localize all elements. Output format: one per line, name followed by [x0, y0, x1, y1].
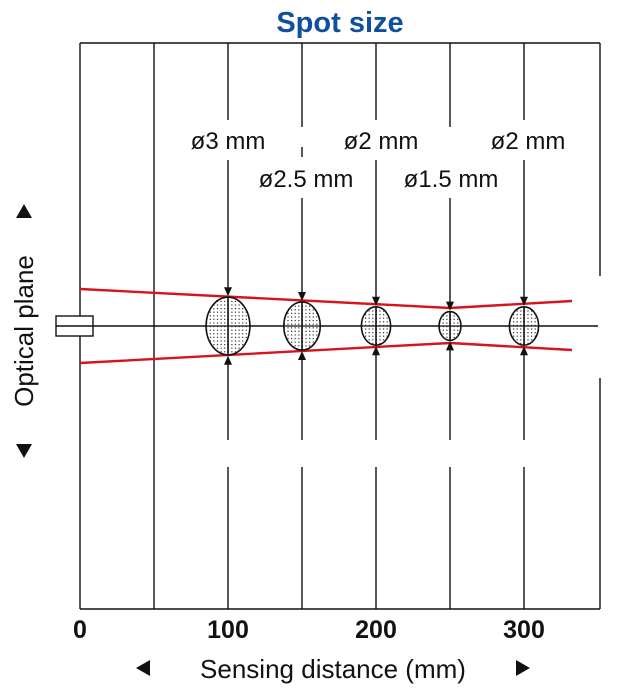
spot-label-250: ø1.5 mm	[404, 166, 499, 193]
x-axis-label-group: Sensing distance (mm)	[136, 654, 530, 684]
arrow-down-icon	[446, 301, 454, 311]
y-axis-label-group: Optical plane	[9, 204, 39, 458]
sensor-emitter	[55, 315, 94, 337]
spot-100	[205, 160, 251, 440]
arrow-down-icon	[520, 296, 528, 306]
spot-150	[282, 198, 322, 440]
x-tick-200: 200	[355, 616, 397, 644]
spot-label-300: ø2 mm	[491, 128, 566, 155]
arrow-up-icon	[446, 341, 454, 351]
arrow-down-icon	[224, 287, 232, 297]
diagram-title: Spot size	[276, 7, 403, 39]
up-arrow-icon	[16, 204, 32, 218]
arrow-up-icon	[224, 355, 232, 365]
y-axis-label: Optical plane	[9, 255, 39, 407]
spots-layer	[205, 160, 540, 440]
x-tick-100: 100	[207, 616, 249, 644]
spot-250	[438, 198, 462, 440]
x-tick-0: 0	[73, 616, 87, 644]
x-axis-label: Sensing distance (mm)	[200, 654, 466, 684]
x-tick-300: 300	[503, 616, 545, 644]
spot-label-150: ø2.5 mm	[259, 166, 354, 193]
arrow-up-icon	[520, 346, 528, 356]
arrow-up-icon	[372, 346, 380, 356]
down-arrow-icon	[16, 444, 32, 458]
spot-200	[360, 160, 392, 440]
arrow-up-icon	[298, 351, 306, 360]
left-arrow-icon	[136, 660, 150, 676]
spot-label-200: ø2 mm	[344, 128, 419, 155]
arrow-down-icon	[298, 292, 306, 301]
arrow-down-icon	[372, 296, 380, 306]
spot-label-100: ø3 mm	[191, 128, 266, 155]
spot-300	[508, 160, 540, 440]
right-arrow-icon	[516, 660, 530, 676]
